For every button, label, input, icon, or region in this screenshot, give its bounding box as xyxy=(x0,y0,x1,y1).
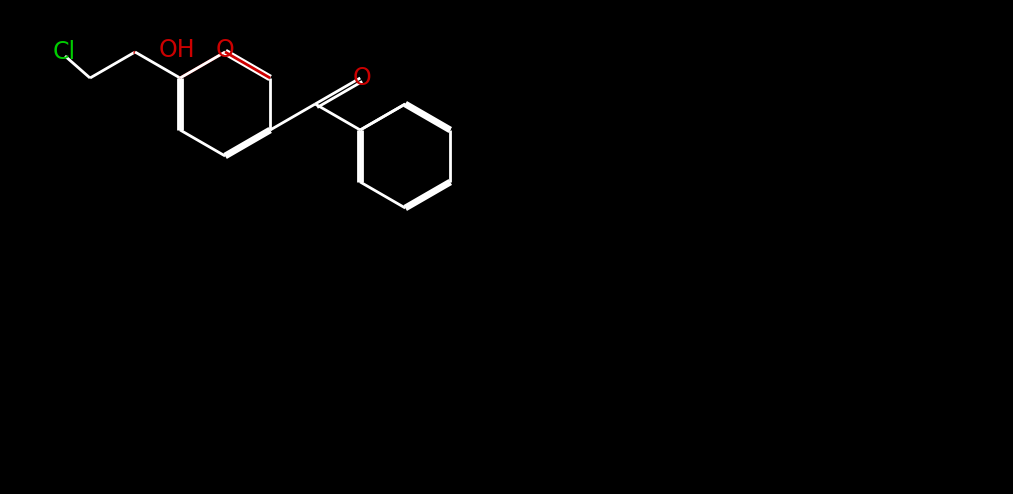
Text: O: O xyxy=(353,66,372,90)
Text: Cl: Cl xyxy=(53,40,76,64)
Text: OH: OH xyxy=(159,38,196,62)
Text: O: O xyxy=(216,38,234,62)
